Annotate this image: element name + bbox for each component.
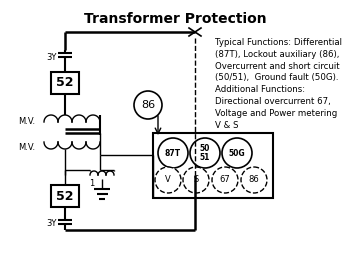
Text: M.V.: M.V.	[18, 117, 35, 126]
Text: 67: 67	[220, 175, 230, 184]
Text: V: V	[165, 175, 171, 184]
Text: 1: 1	[89, 179, 94, 188]
Circle shape	[212, 167, 238, 193]
Circle shape	[222, 138, 252, 168]
Circle shape	[134, 91, 162, 119]
Text: 87T: 87T	[165, 148, 181, 157]
Text: 50G: 50G	[229, 148, 245, 157]
Circle shape	[155, 167, 181, 193]
Circle shape	[183, 167, 209, 193]
Text: 50
51: 50 51	[200, 144, 210, 162]
Text: Typical Functions: Differential
(87T), Lockout auxiliary (86),
Overcurrent and s: Typical Functions: Differential (87T), L…	[215, 38, 342, 130]
Bar	[51, 72, 79, 94]
Circle shape	[158, 138, 188, 168]
Text: 52: 52	[56, 189, 74, 202]
Bar	[153, 133, 273, 198]
Bar	[51, 185, 79, 207]
Text: Transformer Protection: Transformer Protection	[84, 12, 266, 26]
Text: S: S	[193, 175, 199, 184]
Text: 86: 86	[141, 100, 155, 110]
Text: 3Y: 3Y	[47, 219, 57, 228]
Text: 52: 52	[56, 77, 74, 90]
Text: 3Y: 3Y	[47, 52, 57, 61]
Text: M.V.: M.V.	[18, 144, 35, 152]
Circle shape	[190, 138, 220, 168]
Circle shape	[241, 167, 267, 193]
Text: 86: 86	[248, 175, 259, 184]
